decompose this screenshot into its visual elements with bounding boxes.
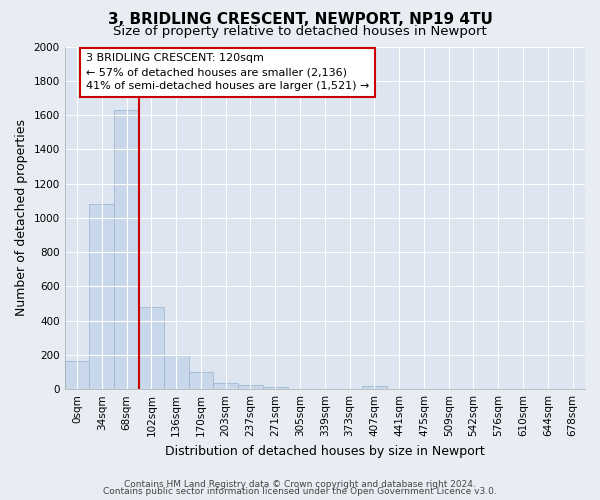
Text: 3, BRIDLING CRESCENT, NEWPORT, NP19 4TU: 3, BRIDLING CRESCENT, NEWPORT, NP19 4TU — [107, 12, 493, 28]
Bar — [65, 361, 89, 389]
Y-axis label: Number of detached properties: Number of detached properties — [15, 120, 28, 316]
Bar — [164, 355, 188, 389]
Bar — [139, 307, 164, 389]
Bar — [114, 110, 139, 389]
Bar — [89, 204, 114, 389]
Bar — [214, 382, 238, 389]
Bar — [263, 386, 287, 389]
Text: Contains public sector information licensed under the Open Government Licence v3: Contains public sector information licen… — [103, 487, 497, 496]
Bar — [188, 372, 214, 389]
X-axis label: Distribution of detached houses by size in Newport: Distribution of detached houses by size … — [165, 444, 485, 458]
Text: Size of property relative to detached houses in Newport: Size of property relative to detached ho… — [113, 25, 487, 38]
Text: Contains HM Land Registry data © Crown copyright and database right 2024.: Contains HM Land Registry data © Crown c… — [124, 480, 476, 489]
Bar — [362, 386, 387, 389]
Text: 3 BRIDLING CRESCENT: 120sqm
← 57% of detached houses are smaller (2,136)
41% of : 3 BRIDLING CRESCENT: 120sqm ← 57% of det… — [86, 54, 369, 92]
Bar — [238, 385, 263, 389]
